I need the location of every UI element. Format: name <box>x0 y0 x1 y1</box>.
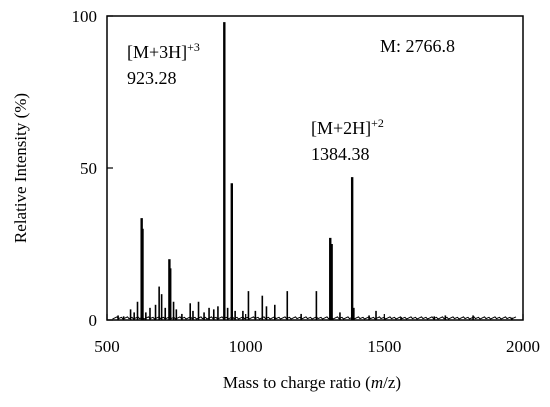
annotation-m2h: [M+2H]+2 <box>311 116 384 138</box>
annotation-molecular-mass: M: 2766.8 <box>380 36 455 56</box>
y-axis-title: Relative Intensity (%) <box>11 93 30 243</box>
annotation-m3h-label: [M+3H] <box>127 42 187 62</box>
x-tick-label-500: 500 <box>94 337 120 356</box>
y-tick-label-100: 100 <box>72 7 98 26</box>
x-tick-label-1500: 1500 <box>367 337 401 356</box>
annotation-m3h-charge: +3 <box>187 40 200 54</box>
annotation-m2h-label: [M+2H] <box>311 118 371 138</box>
x-axis-title-prefix: Mass to charge ratio ( <box>223 373 371 392</box>
annotation-m3h: [M+3H]+3 <box>127 40 200 62</box>
baseline-noise <box>112 316 517 320</box>
x-axis-title-suffix: /z) <box>383 373 401 392</box>
x-axis-title-italic: m <box>371 373 383 392</box>
x-axis-ticks: 500 1000 1500 2000 <box>94 314 540 356</box>
peaks-group <box>117 22 513 320</box>
annotation-m2h-charge: +2 <box>371 116 384 130</box>
annotation-m3h-value: 923.28 <box>127 68 177 88</box>
y-axis-ticks: 0 50 100 <box>72 7 113 330</box>
x-axis-title: Mass to charge ratio (m/z) <box>223 373 401 392</box>
annotation-m2h-value: 1384.38 <box>311 144 370 164</box>
y-tick-label-50: 50 <box>80 159 97 178</box>
y-tick-label-0: 0 <box>89 311 98 330</box>
x-tick-label-2000: 2000 <box>506 337 540 356</box>
x-tick-label-1000: 1000 <box>229 337 263 356</box>
